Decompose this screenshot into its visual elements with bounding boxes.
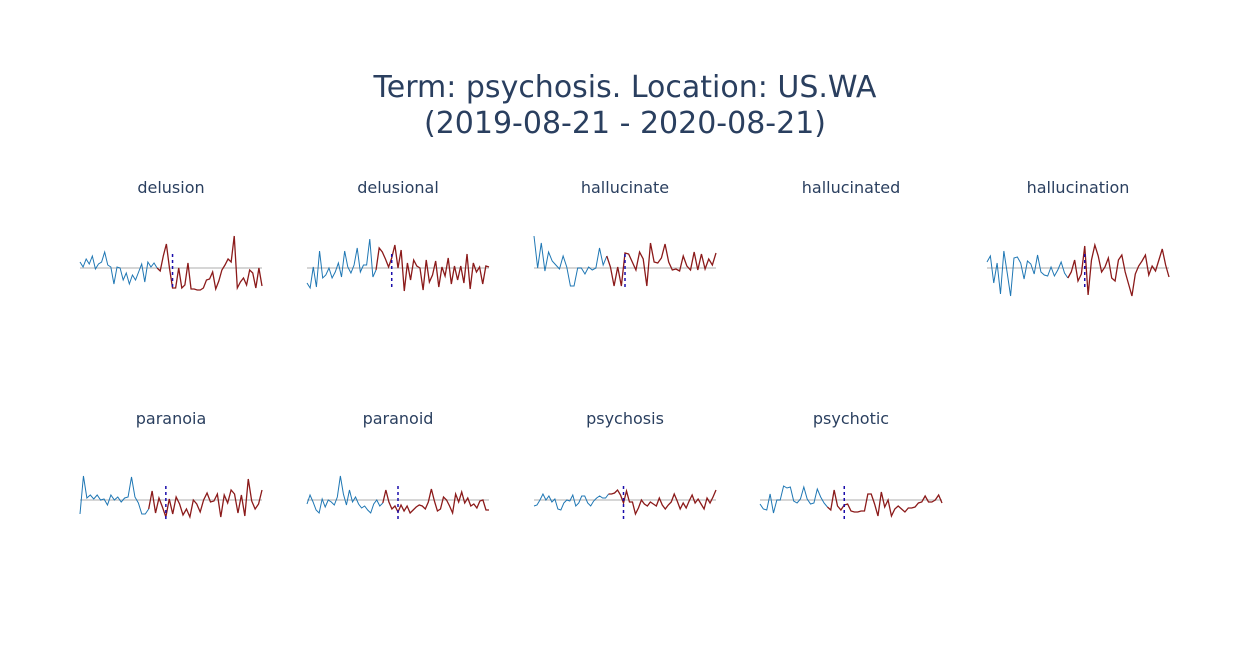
panel-hallucinated: hallucinated (802, 178, 900, 197)
chart-title-line1: Term: psychosis. Location: US.WA (373, 70, 877, 105)
series-after-paranoid (382, 488, 489, 516)
panel-delusional: delusional (306, 178, 490, 292)
panel-title-psychosis: psychosis (586, 409, 664, 428)
panel-title-paranoia: paranoia (136, 409, 207, 428)
panel-psychosis: psychosis (533, 409, 717, 520)
series-after-paranoia (148, 478, 263, 520)
chart-title: Term: psychosis. Location: US.WA (2019-0… (0, 70, 1250, 142)
panel-title-hallucinated: hallucinated (802, 178, 900, 197)
series-before-hallucinate (533, 235, 608, 287)
series-after-psychosis (608, 488, 717, 516)
series-before-psychosis (533, 492, 609, 511)
series-after-hallucination (1067, 242, 1170, 297)
panel-title-delusion: delusion (137, 178, 204, 197)
panel-hallucinate: hallucinate (533, 178, 717, 288)
series-before-psychotic (759, 485, 828, 514)
series-before-delusion (79, 250, 158, 286)
series-before-paranoia (79, 475, 150, 515)
series-after-psychotic (826, 489, 943, 519)
panel-title-psychotic: psychotic (813, 409, 889, 428)
series-before-paranoid (306, 475, 384, 514)
series-after-hallucinate (606, 242, 717, 287)
panel-title-hallucination: hallucination (1027, 178, 1130, 197)
panel-psychotic: psychotic (759, 409, 943, 520)
panel-title-paranoid: paranoid (363, 409, 434, 428)
panel-title-hallucinate: hallucinate (581, 178, 669, 197)
series-before-delusional (306, 238, 377, 290)
panel-paranoid: paranoid (306, 409, 489, 520)
series-before-hallucination (986, 250, 1069, 297)
series-after-delusion (156, 235, 263, 292)
panel-paranoia: paranoia (79, 409, 263, 520)
panel-title-delusional: delusional (357, 178, 439, 197)
series-after-delusional (375, 244, 490, 292)
chart-title-line2: (2019-08-21 - 2020-08-21) (424, 106, 826, 141)
panel-delusion: delusion (79, 178, 263, 292)
panel-hallucination: hallucination (986, 178, 1170, 297)
